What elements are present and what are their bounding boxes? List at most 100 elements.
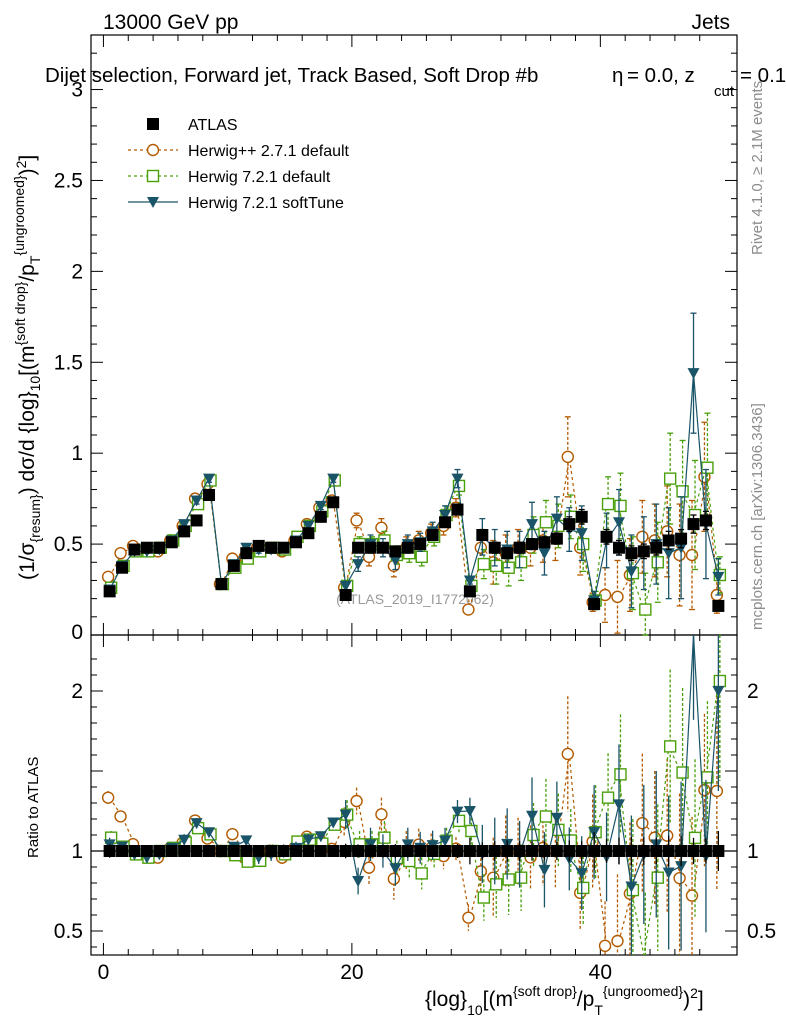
ratio-point [352,876,365,887]
ylabel-p7: T [27,255,43,264]
ratio-point [451,806,464,818]
ratio-point [563,845,576,857]
data-point [513,541,526,554]
header-left: 13000 GeV pp [103,11,238,34]
ratio-point [153,845,166,857]
ratio-point [476,845,489,857]
ylabel-p9: ) [16,168,39,175]
ratio-point [364,845,377,857]
ratio-point [352,845,365,857]
x-tick-label: 40 [589,961,612,984]
ratio-point [526,810,539,822]
ratio-tick-label-right: 2 [747,680,759,703]
ratio-point [699,845,712,857]
data-point [463,585,476,598]
ratio-point [116,845,129,857]
data-point [289,536,302,549]
ratio-point [561,747,574,761]
xlabel-p1: 10 [467,1002,483,1018]
data-point [350,514,363,527]
xlabel-p6: {ungroomed} [603,983,684,999]
ratio-point [477,891,491,904]
ratio-point [636,816,649,830]
data-point [538,536,551,549]
legend-label: ATLAS [188,117,238,134]
data-point [663,472,677,485]
ratio-point [327,817,340,829]
data-point [103,585,116,598]
data-point [439,516,452,529]
data-point [327,496,340,509]
y-tick-label: 0.5 [54,533,83,556]
x-axis-label: {log}10[(m{soft drop}/pT{ungroomed})2] [425,983,704,1018]
ratio-point [240,845,253,857]
data-point [389,545,402,558]
data-point [116,561,129,574]
data-point [685,548,699,562]
ratio-series-herwig-7-2-1-softtune [103,634,725,955]
data-point [415,550,428,564]
ratio-point [675,845,688,857]
ratio-point [712,845,725,857]
ratio-point [564,834,577,847]
x-tick-label: 20 [340,961,363,984]
ratio-series-line [109,634,719,889]
data-point [203,489,216,501]
legend-marker [147,197,159,208]
ratio-point [539,810,553,823]
data-point [488,541,501,554]
data-point [178,525,191,538]
ratio-point [403,854,416,868]
ratio-point [612,799,625,811]
ratio-point [713,674,727,688]
ratio-point [463,845,476,857]
data-point [401,541,414,554]
ratio-point [662,845,675,857]
header-right: Jets [691,11,730,34]
data-point [352,559,365,571]
data-point [614,499,627,513]
data-point [314,510,327,523]
data-point [178,519,191,531]
ratio-point [538,845,551,857]
data-point [637,545,650,558]
xlabel-p9: ] [698,988,704,1011]
data-point [240,547,253,560]
legend-item: Herwig 7.2.1 default [128,169,331,186]
data-point [639,603,652,616]
ratio-point [550,845,563,857]
y-tick-label: 2 [71,260,83,283]
data-point [302,527,315,540]
data-point [501,547,514,560]
chart-title-suffix: = 0.0, z [627,64,695,87]
ratio-point [712,686,725,697]
ratio-tick-label-right: 0.5 [747,920,776,943]
chart-title-main: Dijet selection, Forward jet, Track Base… [45,64,538,87]
data-point [575,528,588,540]
ratio-point [277,845,290,857]
ratio-point [339,809,352,821]
ylabel-p2: ) dσ/d {log} [16,391,39,494]
data-point [265,541,278,554]
data-point [600,530,613,543]
chart-title-tail: = 0.1 [740,64,786,87]
ratio-point [128,845,141,857]
ratio-point [426,845,439,857]
data-point [114,546,127,560]
ratio-point [378,831,391,844]
legend-item: Herwig 7.2.1 softTune [128,195,344,212]
ratio-tick-label-right: 1 [747,840,759,863]
ratio-point [601,791,615,804]
data-point [676,485,689,498]
ratio-point [650,845,663,857]
data-point [550,532,563,545]
ratio-point [414,845,427,857]
ratio-point [462,911,475,924]
data-point [128,543,141,556]
ratio-point [538,864,551,876]
y-tick-label: 1 [71,442,83,465]
data-point [364,541,377,554]
data-point [712,599,725,612]
data-point [651,556,664,569]
ratio-point [625,845,638,857]
